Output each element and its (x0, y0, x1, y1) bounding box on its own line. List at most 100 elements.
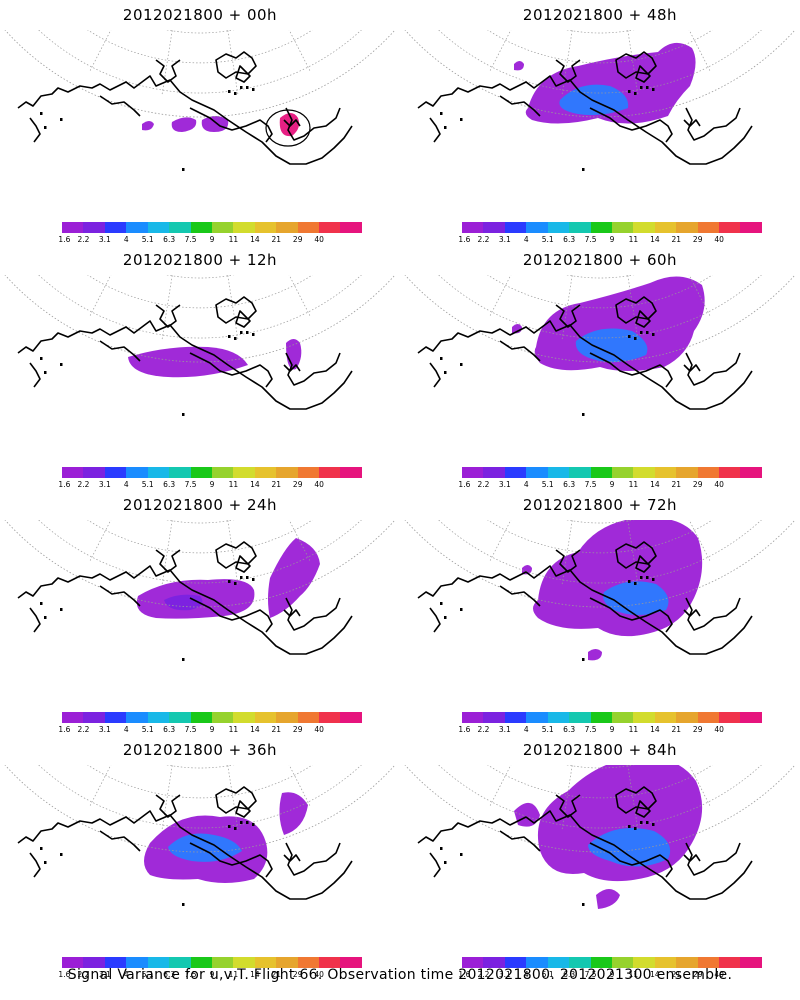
longitude-gridline (89, 275, 112, 316)
colorbar-swatch (483, 957, 505, 968)
colorbar-tick-label: 14 (250, 725, 260, 734)
colorbar (462, 957, 762, 968)
polar-map (4, 275, 396, 416)
latitude-gridline (87, 520, 313, 554)
colorbar (462, 467, 762, 478)
longitude-gridline (89, 765, 112, 806)
colorbar-tick-label: 6.3 (563, 235, 576, 244)
coastline (155, 304, 181, 328)
variance-region (514, 61, 524, 71)
latitude-gridline (565, 520, 635, 524)
observation-ring (265, 109, 311, 147)
island (44, 371, 47, 374)
polar-map (404, 520, 796, 661)
longitude-gridline (489, 520, 512, 561)
colorbar-swatch (104, 957, 127, 968)
colorbar-swatch (211, 957, 234, 968)
colorbar-tick-label: 11 (628, 725, 639, 734)
coastline (285, 352, 341, 386)
longitude-gridline (89, 520, 112, 561)
coastline (589, 597, 673, 633)
colorbar-tick-label: 9 (609, 725, 615, 734)
colorbar-swatch (147, 957, 170, 968)
colorbar-swatch (190, 222, 212, 233)
coastline (555, 549, 581, 573)
coastline (429, 607, 441, 633)
map-boundary (404, 30, 796, 118)
colorbar-tick-label: 7.5 (584, 725, 597, 734)
colorbar-tick-label: 3.1 (498, 235, 511, 244)
colorbar-swatch (169, 467, 191, 478)
island (228, 580, 231, 583)
colorbar-swatch (126, 467, 148, 478)
colorbar (62, 222, 362, 233)
island (240, 821, 243, 824)
coastline (499, 95, 541, 117)
colorbar-swatch (276, 467, 298, 478)
island (640, 576, 643, 579)
colorbar-tick-label: 1.6 (58, 725, 71, 734)
colorbar-swatch (169, 712, 191, 723)
island (640, 821, 643, 824)
coastline (215, 786, 257, 814)
colorbar-tick-label: 9 (209, 235, 215, 244)
coastline (685, 842, 741, 876)
colorbar-tick-label: 4 (523, 970, 529, 979)
colorbar-swatch (254, 957, 277, 968)
colorbar-tick-label: 4 (123, 235, 129, 244)
colorbar-tick-label: 11 (228, 970, 239, 979)
colorbar-tick-label: 3.1 (98, 480, 111, 489)
island (246, 576, 249, 579)
longitude-gridline (288, 275, 311, 316)
colorbar-tick-label: 2.2 (77, 235, 90, 244)
panel-title: 2012021800 + 60h (522, 251, 678, 269)
colorbar-tick-label: 6.3 (163, 725, 176, 734)
colorbar-swatch (676, 467, 698, 478)
panel-title: 2012021800 + 72h (522, 496, 678, 514)
island (582, 903, 585, 906)
coastline (685, 352, 741, 386)
colorbar-tick-label: 7.5 (184, 480, 197, 489)
island (460, 118, 463, 121)
variance-region (596, 889, 620, 909)
coastline (155, 794, 181, 818)
variance-region (286, 339, 302, 370)
colorbar-tick-label: 6.3 (163, 970, 176, 979)
coastline (615, 51, 657, 79)
colorbar-tick-label: 40 (314, 725, 324, 734)
colorbar-ticks: 1.6 2.2 3.1 4 5.1 6.3 7.5 9 11 14 21 29 40 (458, 235, 762, 245)
colorbar-tick-label: 21 (671, 725, 682, 734)
colorbar-swatch (483, 467, 505, 478)
island (628, 90, 631, 93)
colorbar-swatch (233, 222, 255, 233)
latitude-gridline (87, 275, 313, 309)
colorbar-swatch (211, 467, 234, 478)
colorbar-swatch (719, 712, 741, 723)
colorbar-swatch (297, 712, 320, 723)
colorbar-tick-label: 29 (692, 480, 703, 489)
coastline (29, 607, 41, 633)
colorbar-swatch (254, 222, 277, 233)
coastline (499, 830, 541, 852)
latitude-gridline (487, 520, 713, 554)
coastline (17, 810, 353, 900)
colorbar-tick-label: 3.1 (98, 235, 111, 244)
map-panel: 2012021800 + 72h 1.6 2.2 3.1 4 5.1 6.3 7.5 9 11 14… (400, 490, 800, 735)
colorbar-tick-label: 1.6 (58, 970, 71, 979)
latitude-gridline (487, 275, 713, 309)
colorbar-tick-label: 3.1 (498, 725, 511, 734)
colorbar-swatch (169, 222, 191, 233)
island (44, 861, 47, 864)
coastline (589, 842, 673, 878)
colorbar-tick-label: 7.5 (184, 235, 197, 244)
colorbar-tick-label: 6.3 (163, 235, 176, 244)
colorbar-swatch (340, 222, 362, 233)
colorbar-tick-label: 9 (209, 480, 215, 489)
coastline (615, 541, 657, 569)
colorbar-swatch (319, 467, 341, 478)
colorbar-swatch (740, 957, 762, 968)
island (652, 823, 655, 826)
panel-title: 2012021800 + 36h (122, 741, 278, 759)
colorbar-swatch (190, 712, 212, 723)
colorbar-swatch (590, 467, 612, 478)
